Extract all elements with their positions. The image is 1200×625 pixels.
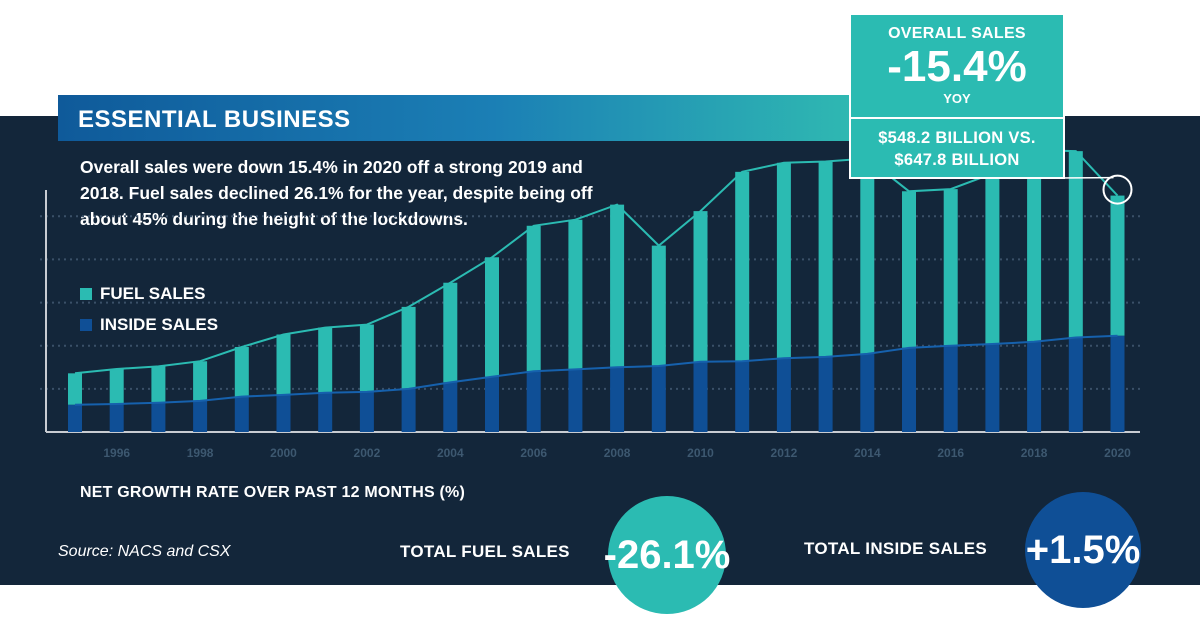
- x-tick-2000: 2000: [270, 446, 297, 460]
- intro-text: Overall sales were down 15.4% in 2020 of…: [80, 157, 593, 229]
- bar-fuel-2013: [818, 161, 833, 357]
- bar-inside-1995: [68, 404, 82, 432]
- x-tick-2016: 2016: [937, 446, 964, 460]
- legend-swatch-inside: [80, 319, 92, 331]
- legend-item-fuel: FUEL SALES: [80, 284, 205, 304]
- inside-sales-value: +1.5%: [1025, 527, 1141, 572]
- page-title: ESSENTIAL BUSINESS: [78, 106, 351, 133]
- x-tick-2006: 2006: [520, 446, 547, 460]
- bar-inside-2009: [651, 365, 666, 432]
- callout-detail-line2: $647.8 BILLION: [894, 151, 1020, 169]
- callout-value: -15.4%: [887, 42, 1027, 91]
- bar-inside-2008: [610, 367, 625, 432]
- fuel-sales-value: -26.1%: [603, 532, 731, 577]
- bar-inside-2014: [860, 353, 875, 432]
- legend-label-inside: INSIDE SALES: [100, 315, 219, 334]
- x-tick-1998: 1998: [187, 446, 214, 460]
- bar-inside-1998: [193, 400, 208, 432]
- bar-inside-2007: [568, 369, 583, 432]
- callout-heading: OVERALL SALES: [888, 25, 1026, 42]
- bar-fuel-2002: [359, 324, 374, 392]
- inside-sales-label: TOTAL INSIDE SALES: [804, 539, 987, 558]
- bar-fuel-2004: [443, 282, 458, 383]
- bar-fuel-2011: [735, 171, 750, 362]
- x-tick-2018: 2018: [1021, 446, 1048, 460]
- x-tick-2002: 2002: [354, 446, 381, 460]
- bar-inside-2012: [776, 358, 791, 432]
- bar-fuel-2018: [1027, 150, 1042, 342]
- legend-swatch-fuel: [80, 288, 92, 300]
- bar-inside-2006: [526, 371, 541, 432]
- legend-label-fuel: FUEL SALES: [100, 284, 206, 303]
- legend-item-inside: INSIDE SALES: [80, 315, 218, 335]
- fuel-sales-badge: -26.1%: [604, 496, 730, 614]
- bar-fuel-2014: [860, 158, 875, 354]
- bar-inside-2002: [359, 391, 374, 432]
- x-tick-2020: 2020: [1104, 446, 1131, 460]
- source-note: Source: NACS and CSX: [58, 543, 231, 560]
- callout-detail-line1: $548.2 BILLION VS.: [878, 129, 1036, 147]
- bar-fuel-2000: [276, 334, 291, 395]
- overall-sales-callout: OVERALL SALES -15.4% YOY $548.2 BILLION …: [849, 13, 1065, 179]
- bar-inside-1997: [151, 402, 166, 432]
- bar-inside-2016: [943, 345, 958, 432]
- bar-fuel-2007: [568, 219, 583, 370]
- bar-inside-2011: [735, 361, 750, 432]
- x-tick-1996: 1996: [103, 446, 130, 460]
- bar-fuel-2006: [526, 225, 541, 372]
- bar-fuel-2012: [776, 162, 791, 359]
- bar-fuel-2008: [610, 204, 625, 368]
- total-line: [74, 149, 1119, 375]
- bar-fuel-2009: [651, 245, 666, 366]
- bar-fuel-2019: [1068, 151, 1083, 338]
- x-tick-2010: 2010: [687, 446, 714, 460]
- bar-fuel-1997: [151, 366, 166, 403]
- bar-inside-2003: [401, 388, 416, 432]
- bar-fuel-2015: [902, 191, 916, 348]
- bar-inside-2013: [818, 356, 833, 432]
- bar-inside-1996: [109, 403, 124, 432]
- bar-fuel-2003: [401, 306, 416, 389]
- inside-sales-badge: +1.5%: [1025, 492, 1141, 608]
- bar-inside-2017: [985, 343, 1000, 432]
- bar-fuel-1996: [109, 369, 124, 404]
- bar-inside-2005: [485, 376, 499, 432]
- callout-unit: YOY: [943, 91, 971, 106]
- x-tick-2004: 2004: [437, 446, 464, 460]
- inside-line: [74, 334, 1118, 406]
- bar-fuel-1998: [193, 361, 208, 401]
- bar-inside-1999: [234, 396, 249, 432]
- header-bar: ESSENTIAL BUSINESS: [58, 95, 850, 141]
- bar-fuel-1995: [68, 373, 82, 405]
- bar-fuel-2016: [943, 189, 958, 346]
- bar-inside-2001: [318, 392, 333, 432]
- bar-inside-2000: [276, 394, 291, 432]
- bar-inside-2004: [443, 382, 458, 432]
- bar-inside-2010: [693, 361, 708, 432]
- bar-fuel-2001: [318, 327, 333, 393]
- bar-inside-2015: [902, 347, 916, 432]
- bar-fuel-2020: [1110, 195, 1125, 336]
- bar-inside-2019: [1068, 337, 1083, 432]
- x-tick-2008: 2008: [604, 446, 631, 460]
- bar-inside-2018: [1027, 341, 1042, 432]
- highlight-circle: [1102, 174, 1133, 205]
- x-tick-2014: 2014: [854, 446, 881, 460]
- net-growth-label: NET GROWTH RATE OVER PAST 12 MONTHS (%): [80, 484, 465, 501]
- bar-inside-2020: [1110, 335, 1125, 432]
- bar-fuel-2017: [985, 173, 1000, 344]
- chart-panel: [0, 116, 1200, 585]
- bar-fuel-2005: [485, 257, 499, 377]
- x-tick-2012: 2012: [771, 446, 798, 460]
- bar-fuel-1999: [234, 347, 249, 397]
- bar-fuel-2010: [693, 211, 708, 362]
- fuel-sales-label: TOTAL FUEL SALES: [400, 542, 570, 561]
